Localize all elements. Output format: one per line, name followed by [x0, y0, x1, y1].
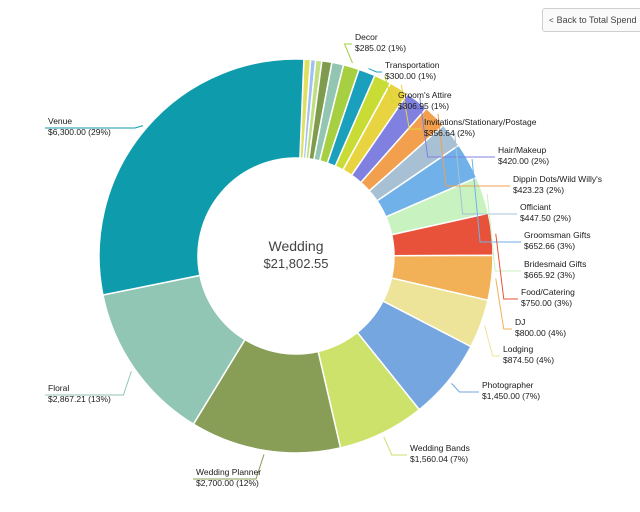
slice-label-value: $356.64 (2%)	[424, 128, 475, 138]
leader-line	[454, 132, 517, 215]
slice-label-value: $423.23 (2%)	[513, 185, 564, 195]
slice-label-value: $750.00 (3%)	[521, 298, 572, 308]
slice-label-value: $1,560.04 (7%)	[410, 454, 468, 464]
slice-label-name: Photographer	[482, 380, 534, 390]
leader-line	[343, 43, 353, 64]
leader-line	[495, 278, 512, 330]
leader-line	[368, 68, 382, 73]
slice-label-value: $2,867.21 (13%)	[48, 394, 111, 404]
slice-label-value: $874.50 (4%)	[503, 355, 554, 365]
slice-label-name: Bridesmaid Gifts	[524, 259, 586, 269]
leader-line	[495, 233, 518, 300]
slice-label-name: Groomsman Gifts	[524, 230, 591, 240]
slice-label-value: $800.00 (4%)	[515, 328, 566, 338]
slice-label-value: $447.50 (2%)	[520, 213, 571, 223]
slice-label-name: Venue	[48, 116, 72, 126]
chart-center-title: Wedding	[268, 238, 323, 254]
leader-line	[45, 125, 144, 129]
leader-line	[437, 113, 510, 187]
slice-label-name: Dippin Dots/Wild Willy's	[513, 174, 602, 184]
slice-label-value: $420.00 (2%)	[498, 156, 549, 166]
slice-label-value: $285.02 (1%)	[355, 43, 406, 53]
slice-label-value: $652.66 (3%)	[524, 241, 575, 251]
chart-center-total: $21,802.55	[263, 256, 328, 271]
leader-line	[484, 325, 500, 357]
slice-label-name: Invitations/Stationary/Postage	[424, 117, 537, 127]
slice-label-name: Wedding Bands	[410, 443, 470, 453]
slice-label-name: Hair/Makeup	[498, 145, 546, 155]
leader-line	[400, 84, 421, 130]
slice-label-name: Food/Catering	[521, 287, 575, 297]
leader-line	[471, 158, 521, 243]
slice-label-name: Lodging	[503, 344, 534, 354]
slice-venue[interactable]	[98, 58, 305, 296]
slice-label-name: Groom's Attire	[398, 90, 452, 100]
back-button-label: Back to Total Spend	[556, 15, 637, 25]
slice-label-value: $1,450.00 (7%)	[482, 391, 540, 401]
back-to-total-spend-button[interactable]: < Back to Total Spend	[542, 8, 640, 32]
slice-label-name: Floral	[48, 383, 69, 393]
slice-label-name: DJ	[515, 317, 525, 327]
slice-label-name: Transportation	[385, 60, 440, 70]
leader-line	[451, 383, 479, 393]
leader-line	[45, 371, 132, 396]
slice-label-value: $6,300.00 (29%)	[48, 127, 111, 137]
leader-line	[383, 436, 407, 456]
leader-line	[193, 454, 265, 480]
slice-label-name: Wedding Planner	[196, 467, 261, 477]
slice-label-value: $2,700.00 (12%)	[196, 478, 259, 488]
slice-label-value: $665.92 (3%)	[524, 270, 575, 280]
slice-label-name: Decor	[355, 32, 378, 42]
leader-line	[486, 193, 521, 272]
slice-label-name: Officiant	[520, 202, 552, 212]
slice-label-value: $306.95 (1%)	[398, 101, 449, 111]
leader-line	[419, 97, 495, 158]
chevron-left-icon: <	[549, 15, 554, 25]
leader-line	[384, 75, 395, 103]
slice-label-value: $300.00 (1%)	[385, 71, 436, 81]
